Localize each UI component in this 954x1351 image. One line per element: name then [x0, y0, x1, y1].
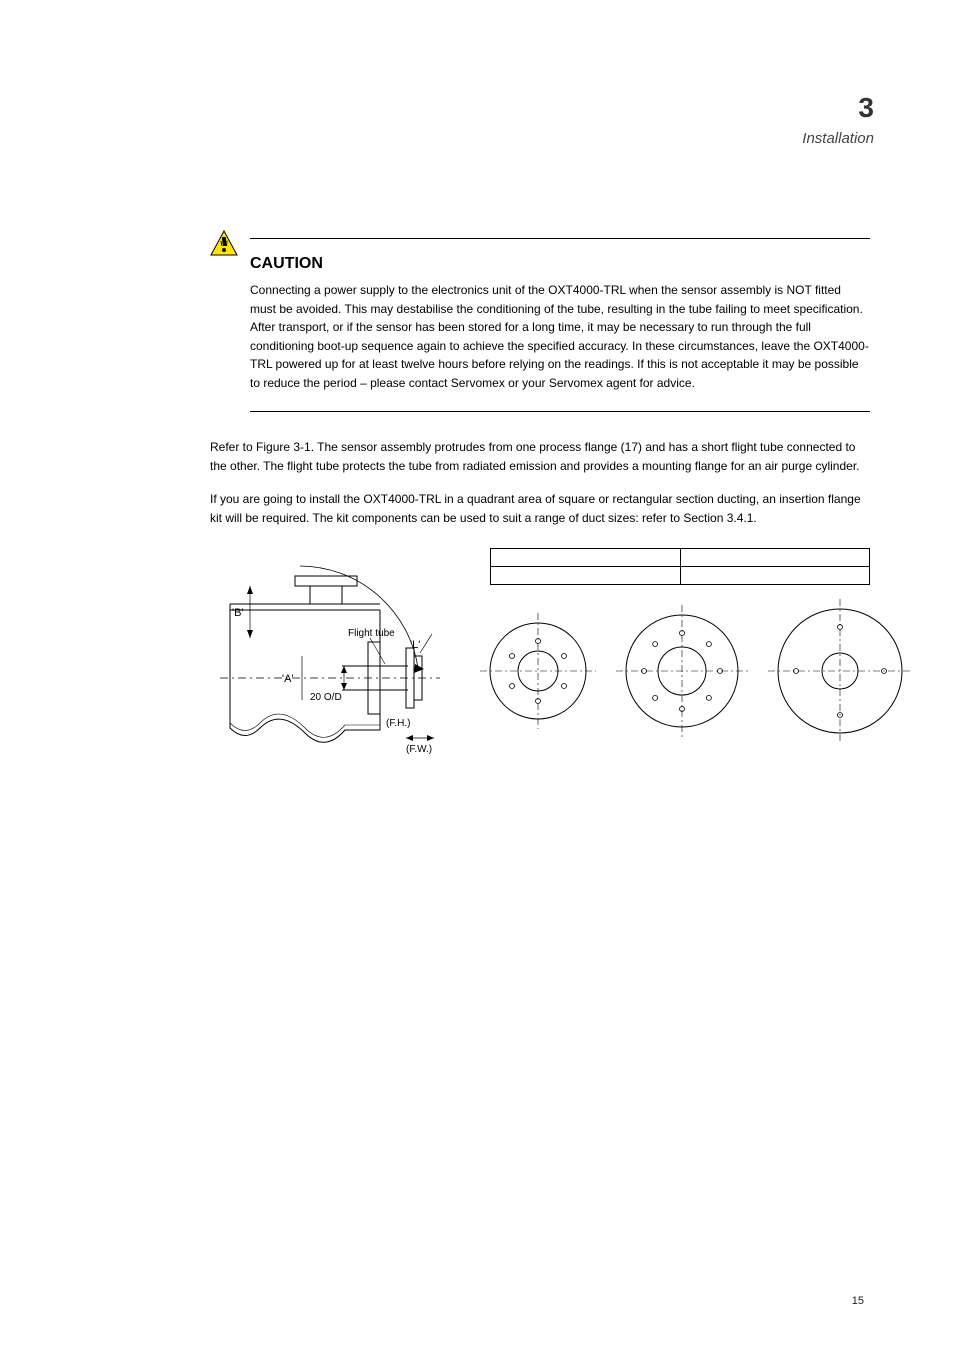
table-cell [491, 549, 681, 567]
page-number: 15 [852, 1295, 864, 1307]
flange-face [768, 599, 912, 743]
label-flight-tube: Flight tube [348, 628, 395, 639]
flange-face [616, 605, 748, 737]
label-FW: (F.W.) [406, 744, 432, 755]
divider [250, 238, 870, 239]
flange-table [490, 548, 870, 585]
caution-text: Connecting a power supply to the electro… [250, 281, 870, 393]
section-title-right: Installation [802, 130, 874, 147]
divider [250, 411, 870, 412]
figure-flanges [480, 548, 912, 743]
figure-sideview: 'L' 'B' [210, 548, 450, 778]
figure-row: 'L' 'B' [210, 548, 870, 778]
section-number: 3 [858, 92, 874, 124]
body-p1: Refer to Figure 3-1. The sensor assembly… [210, 438, 870, 476]
caution-heading: CAUTION [250, 255, 870, 273]
caution-icon [210, 230, 238, 256]
label-A: 'A' [282, 673, 294, 685]
table-cell [680, 549, 870, 567]
label-tube-od: 20 O/D [310, 692, 342, 703]
label-L: 'L' [410, 639, 420, 651]
label-FH: (F.H.) [386, 718, 410, 729]
table-cell [680, 567, 870, 585]
body-p2: If you are going to install the OXT4000-… [210, 490, 870, 528]
flange-face [480, 613, 596, 729]
table-cell [491, 567, 681, 585]
label-B: 'B' [232, 607, 244, 619]
